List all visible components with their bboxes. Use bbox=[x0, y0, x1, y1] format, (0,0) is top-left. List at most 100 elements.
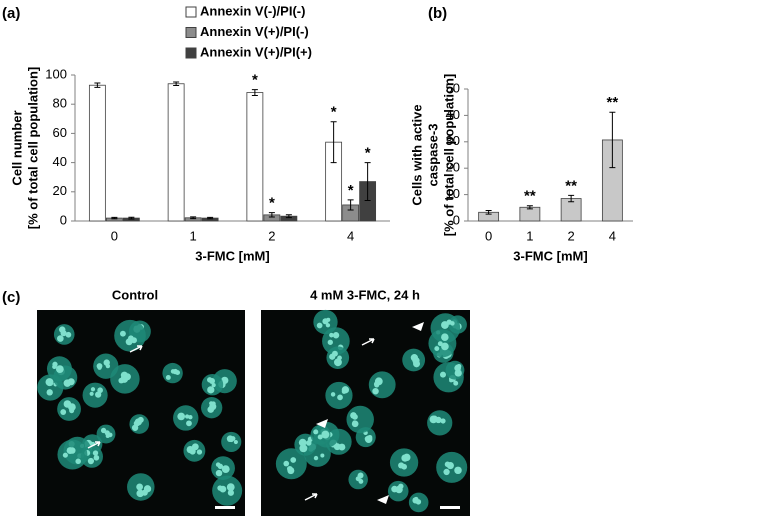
error-bar bbox=[128, 216, 135, 220]
x-tick-label: 0 bbox=[111, 228, 118, 243]
chromatin bbox=[313, 455, 319, 461]
error-bar bbox=[568, 194, 575, 203]
chromatin bbox=[57, 335, 64, 342]
nucleus bbox=[445, 360, 465, 380]
chromatin bbox=[63, 400, 72, 408]
arrow bbox=[304, 493, 318, 501]
chromatin bbox=[298, 438, 307, 447]
legend-label: Annexin V(+)/PI(+) bbox=[200, 44, 312, 59]
chromatin bbox=[339, 446, 344, 451]
chromatin bbox=[391, 485, 398, 493]
legend-swatch bbox=[185, 27, 197, 38]
y-tick-label: 40 bbox=[53, 154, 67, 169]
y-tick-label: 60 bbox=[53, 125, 67, 140]
chromatin bbox=[331, 350, 338, 357]
legend-label: Annexin V(+)/PI(-) bbox=[200, 24, 309, 39]
chromatin bbox=[97, 387, 103, 394]
chromatin bbox=[215, 469, 223, 477]
chromatin bbox=[454, 466, 462, 475]
chromatin bbox=[105, 363, 111, 369]
chromatin bbox=[100, 427, 107, 434]
chromatin bbox=[401, 454, 409, 462]
chromatin bbox=[62, 452, 68, 458]
y-tick-label: 20 bbox=[53, 183, 67, 198]
chromatin bbox=[46, 378, 54, 387]
chromatin bbox=[434, 346, 440, 352]
nucleus bbox=[368, 371, 396, 399]
chromatin bbox=[332, 332, 340, 339]
chromatin bbox=[55, 365, 64, 373]
nucleus bbox=[212, 475, 243, 506]
arrow bbox=[361, 338, 375, 346]
chromatin bbox=[233, 439, 238, 445]
nucleus bbox=[389, 448, 419, 477]
error-bar bbox=[485, 209, 492, 215]
chromatin bbox=[87, 457, 95, 465]
error-bar bbox=[364, 162, 371, 202]
chromatin bbox=[396, 486, 402, 492]
image-title: 4 mM 3-FMC, 24 h bbox=[310, 287, 420, 302]
error-bar bbox=[347, 199, 354, 211]
y-axis-label: [% of total cell population] bbox=[25, 67, 40, 230]
chromatin bbox=[67, 378, 75, 386]
chromatin bbox=[437, 341, 443, 347]
chromatin bbox=[334, 358, 342, 367]
chromatin bbox=[125, 338, 133, 346]
chromatin bbox=[357, 472, 364, 479]
error-bar bbox=[268, 212, 275, 218]
chromatin bbox=[446, 461, 454, 470]
chromatin bbox=[440, 418, 446, 424]
chromatin bbox=[52, 364, 57, 369]
chromatin bbox=[439, 371, 447, 378]
arrowhead bbox=[412, 322, 424, 331]
x-axis-label: 3-FMC [mM] bbox=[195, 248, 269, 263]
y-tick-label: 80 bbox=[53, 96, 67, 111]
legend-swatch bbox=[185, 47, 197, 59]
chromatin bbox=[441, 333, 449, 341]
error-bar bbox=[173, 81, 180, 87]
y-tick-label: 0 bbox=[60, 212, 67, 227]
y-tick-label: 100 bbox=[45, 66, 67, 81]
chromatin bbox=[337, 394, 343, 401]
chromatin bbox=[93, 454, 100, 461]
y-tick-label: 50 bbox=[446, 80, 460, 95]
chromatin bbox=[69, 447, 76, 454]
legend-swatch bbox=[185, 6, 197, 18]
chromatin bbox=[454, 369, 462, 377]
chromatin bbox=[120, 371, 128, 379]
x-tick-label: 2 bbox=[268, 228, 275, 243]
chromatin bbox=[131, 424, 139, 431]
chromatin bbox=[65, 331, 72, 338]
chromatin bbox=[446, 319, 452, 325]
error-bar bbox=[94, 82, 101, 88]
chromatin bbox=[69, 408, 75, 414]
error-bar bbox=[251, 89, 258, 96]
chromatin bbox=[136, 483, 144, 491]
chromatin bbox=[412, 497, 419, 504]
x-tick-label: 0 bbox=[485, 228, 492, 243]
y-axis-label: Cells with active bbox=[409, 104, 424, 205]
chromatin bbox=[118, 377, 125, 384]
arrowhead bbox=[316, 419, 328, 428]
arrowhead bbox=[377, 495, 389, 504]
x-tick-label: 4 bbox=[609, 228, 616, 243]
chromatin bbox=[453, 380, 459, 386]
bar bbox=[246, 92, 264, 222]
image-title: Control bbox=[112, 287, 158, 302]
chromatin bbox=[226, 483, 235, 492]
y-tick-label: 0 bbox=[453, 212, 460, 227]
chromatin bbox=[227, 489, 235, 496]
chromatin bbox=[46, 389, 53, 396]
chromatin bbox=[92, 450, 99, 456]
chromatin bbox=[352, 414, 358, 420]
y-tick-label: 10 bbox=[446, 186, 460, 201]
chromatin bbox=[165, 374, 171, 380]
arrow bbox=[129, 345, 143, 353]
chromatin bbox=[337, 355, 342, 361]
chromatin bbox=[209, 378, 216, 384]
y-axis-label: [% of total cell population] bbox=[441, 74, 456, 237]
x-axis-label: 3-FMC [mM] bbox=[513, 248, 587, 263]
chromatin bbox=[455, 364, 461, 369]
chromatin bbox=[172, 368, 179, 375]
